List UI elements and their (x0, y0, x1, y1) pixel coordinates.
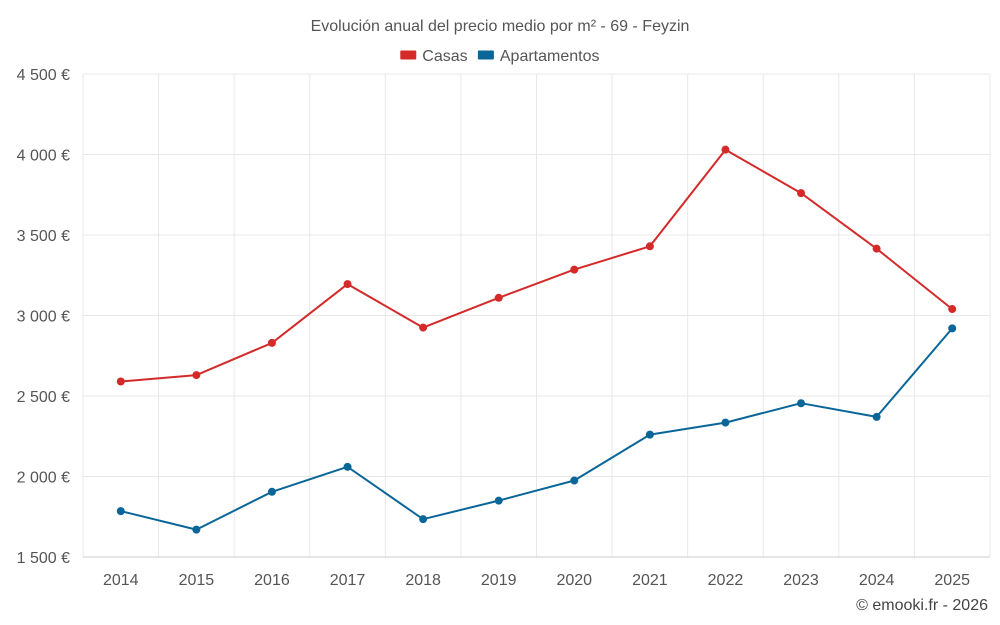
x-tick-label: 2020 (556, 572, 592, 589)
y-tick-label: 1 500 € (17, 550, 70, 567)
legend-swatch (477, 50, 494, 60)
series-apartamentos (116, 324, 957, 534)
data-point-apartamentos[interactable] (872, 412, 881, 421)
x-tick-label: 2017 (330, 572, 366, 589)
data-point-apartamentos[interactable] (419, 515, 428, 524)
y-tick-label: 2 500 € (17, 389, 70, 406)
y-tick-label: 3 000 € (17, 309, 70, 326)
x-tick-label: 2025 (934, 572, 970, 589)
y-tick-label: 4 000 € (17, 148, 70, 165)
legend-label: Apartamentos (500, 48, 600, 65)
x-tick-label: 2024 (859, 572, 895, 589)
data-point-casas[interactable] (192, 371, 201, 380)
x-tick-label: 2018 (405, 572, 441, 589)
data-point-apartamentos[interactable] (343, 462, 352, 471)
x-tick-label: 2023 (783, 572, 819, 589)
data-point-apartamentos[interactable] (948, 324, 957, 333)
data-point-apartamentos[interactable] (192, 525, 201, 534)
x-tick-label: 2021 (632, 572, 668, 589)
data-point-casas[interactable] (948, 305, 957, 314)
data-point-apartamentos[interactable] (267, 487, 276, 496)
data-point-apartamentos[interactable] (721, 418, 730, 427)
data-point-casas[interactable] (721, 145, 730, 154)
series-line-apartamentos (120, 327, 953, 531)
data-point-apartamentos[interactable] (797, 399, 806, 408)
x-tick-label: 2022 (708, 572, 744, 589)
data-point-casas[interactable] (645, 242, 654, 251)
y-tick-label: 4 500 € (17, 67, 70, 84)
data-point-apartamentos[interactable] (570, 476, 579, 485)
series-line-casas (120, 148, 953, 383)
x-tick-label: 2019 (481, 572, 517, 589)
data-point-apartamentos[interactable] (494, 496, 503, 505)
data-point-casas[interactable] (494, 293, 503, 302)
axes: 1 500 € 2 000 € 2 500 € 3 000 € 3 500 € 4 000… (17, 67, 990, 589)
legend-item-apartamentos[interactable]: Apartamentos (477, 48, 600, 65)
grid-lines (82, 73, 991, 557)
data-point-casas[interactable] (116, 377, 125, 386)
chart-legend: Casas Apartamentos (400, 48, 599, 65)
legend-label: Casas (422, 48, 467, 65)
data-point-apartamentos[interactable] (116, 507, 125, 516)
data-point-apartamentos[interactable] (645, 430, 654, 439)
series-group (116, 145, 957, 534)
y-tick-label: 2 000 € (17, 470, 70, 487)
y-tick-label: 3 500 € (17, 228, 70, 245)
x-tick-label: 2014 (103, 572, 139, 589)
x-tick-label: 2016 (254, 572, 290, 589)
data-point-casas[interactable] (343, 280, 352, 289)
legend-item-casas[interactable]: Casas (400, 48, 468, 65)
data-point-casas[interactable] (419, 323, 428, 332)
legend-swatch (400, 50, 417, 60)
data-point-casas[interactable] (267, 338, 276, 347)
data-point-casas[interactable] (872, 244, 881, 253)
chart-title: Evolución anual del precio medio por m² … (311, 18, 690, 35)
copyright-credit: © emooki.fr - 2026 (856, 597, 988, 614)
data-point-casas[interactable] (570, 265, 579, 274)
series-casas (116, 145, 957, 386)
data-point-casas[interactable] (797, 189, 806, 198)
x-tick-label: 2015 (179, 572, 215, 589)
